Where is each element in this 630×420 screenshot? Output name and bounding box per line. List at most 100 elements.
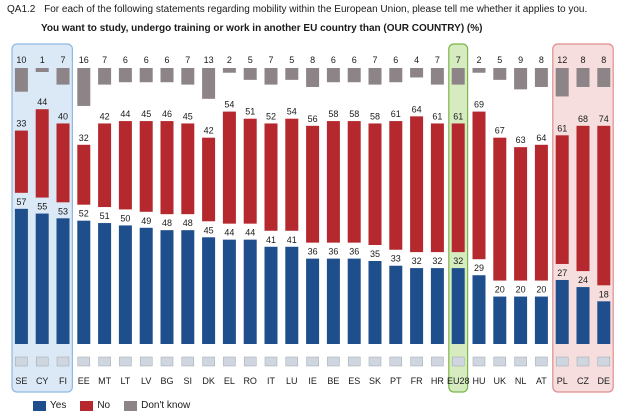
label-dont-know-eu28: 7 [456, 55, 461, 65]
bar-yes-fi [56, 218, 70, 344]
flag-icon-it [264, 356, 278, 367]
legend-item-yes: Yes [33, 400, 66, 411]
category-label-hr: HR [431, 376, 444, 386]
label-no-lv: 45 [141, 109, 151, 119]
bar-yes-pl [555, 279, 569, 344]
flag-icon-lv [139, 356, 153, 367]
label-yes-uk: 20 [495, 285, 505, 295]
label-dont-know-ee: 16 [79, 55, 89, 65]
bar-no-es [347, 121, 361, 243]
bar-yes-pt [389, 265, 403, 344]
bar-dont-know-cy [35, 68, 49, 72]
flag-icon-uk [493, 356, 507, 367]
flag-icon-be [327, 356, 340, 367]
label-dont-know-si: 7 [185, 55, 190, 65]
label-yes-si: 48 [183, 218, 193, 228]
bar-yes-es [347, 258, 361, 344]
label-no-ro: 51 [245, 107, 255, 117]
label-no-it: 52 [266, 111, 276, 121]
label-no-fr: 64 [412, 104, 422, 114]
label-no-cz: 68 [578, 114, 588, 124]
category-label-el: EL [224, 376, 235, 386]
bar-yes-cy [35, 213, 49, 344]
label-dont-know-lt: 6 [123, 55, 128, 65]
label-yes-se: 57 [16, 197, 26, 207]
label-no-de: 74 [599, 114, 609, 124]
legend-label-yes: Yes [50, 400, 67, 411]
flag-icon-lt [119, 356, 132, 367]
stacked-bar-chart: 573310SE55441CY53407FI523216EE51427MT504… [11, 43, 614, 393]
bar-yes-ee [77, 220, 91, 344]
bar-no-lt [118, 121, 132, 210]
bar-no-fr [410, 116, 424, 253]
flag-icon-eu28 [451, 356, 465, 367]
label-yes-es: 36 [349, 247, 359, 257]
category-label-bg: BG [160, 376, 173, 386]
label-dont-know-uk: 5 [497, 55, 502, 65]
bar-yes-uk [493, 296, 507, 344]
label-no-ie: 56 [308, 114, 318, 124]
legend: Yes No Don't know [33, 400, 190, 411]
label-yes-el: 44 [224, 228, 234, 238]
flag-icon-ee [77, 356, 91, 367]
bar-no-dk [202, 137, 216, 222]
category-label-cz: CZ [577, 376, 589, 386]
flag-icon-fr [410, 356, 423, 367]
bar-yes-hr [430, 268, 444, 344]
bar-dont-know-be [326, 68, 340, 83]
category-label-fr: FR [411, 376, 423, 386]
category-label-ro: RO [243, 376, 257, 386]
bar-yes-si [181, 230, 195, 344]
bar-no-cy [35, 109, 49, 198]
bar-dont-know-ro [243, 68, 257, 80]
category-label-de: DE [598, 376, 611, 386]
bar-dont-know-sk [368, 68, 382, 85]
bar-yes-el [222, 239, 236, 344]
bar-no-bg [160, 121, 174, 215]
bar-yes-de [597, 301, 611, 344]
label-dont-know-mt: 7 [102, 55, 107, 65]
bar-no-el [222, 111, 236, 224]
category-label-uk: UK [494, 376, 507, 386]
label-dont-know-sk: 7 [372, 55, 377, 65]
bar-no-pt [389, 121, 403, 250]
category-label-lv: LV [141, 376, 151, 386]
label-no-si: 45 [183, 111, 193, 121]
label-yes-ie: 36 [308, 247, 318, 257]
category-label-cy: CY [36, 376, 49, 386]
label-yes-sk: 35 [370, 249, 380, 259]
label-no-lu: 54 [287, 107, 297, 117]
bar-dont-know-bg [160, 68, 174, 83]
label-yes-lt: 50 [120, 213, 130, 223]
label-no-uk: 67 [495, 126, 505, 136]
label-dont-know-nl: 9 [518, 55, 523, 65]
question-header: QA1.2 For each of the following statemen… [7, 4, 587, 15]
category-label-ee: EE [78, 376, 90, 386]
bar-yes-ro [243, 239, 257, 344]
flag-icon-lu [285, 356, 299, 367]
label-dont-know-be: 6 [331, 55, 336, 65]
bar-no-ro [243, 118, 257, 224]
label-dont-know-fi: 7 [60, 55, 65, 65]
legend-item-no: No [80, 400, 110, 411]
flag-icon-cy [35, 356, 49, 367]
label-no-be: 58 [328, 109, 338, 119]
label-dont-know-ro: 5 [248, 55, 253, 65]
label-dont-know-bg: 6 [164, 55, 169, 65]
label-yes-mt: 51 [100, 211, 110, 221]
bar-dont-know-pl [555, 68, 569, 97]
label-no-bg: 46 [162, 109, 172, 119]
label-no-at: 64 [536, 133, 546, 143]
category-label-hu: HU [473, 376, 486, 386]
bar-dont-know-de [597, 68, 611, 87]
bar-dont-know-lt [118, 68, 132, 83]
bar-dont-know-cz [576, 68, 590, 87]
bar-no-at [534, 144, 548, 281]
bar-yes-nl [514, 296, 528, 344]
bar-no-mt [98, 123, 112, 208]
bar-no-ee [77, 144, 91, 205]
bar-dont-know-lv [139, 68, 153, 83]
label-no-hr: 61 [432, 111, 442, 121]
label-yes-fr: 32 [412, 256, 422, 266]
label-yes-lv: 49 [141, 216, 151, 226]
